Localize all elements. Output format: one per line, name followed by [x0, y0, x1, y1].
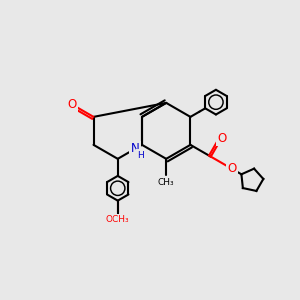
Text: OCH₃: OCH₃: [106, 215, 130, 224]
Text: H: H: [137, 151, 144, 160]
Text: O: O: [217, 131, 226, 145]
Text: O: O: [68, 98, 77, 111]
Text: CH₃: CH₃: [158, 178, 175, 187]
Text: O: O: [114, 215, 122, 225]
Text: O: O: [227, 162, 237, 175]
Text: N: N: [131, 142, 140, 155]
